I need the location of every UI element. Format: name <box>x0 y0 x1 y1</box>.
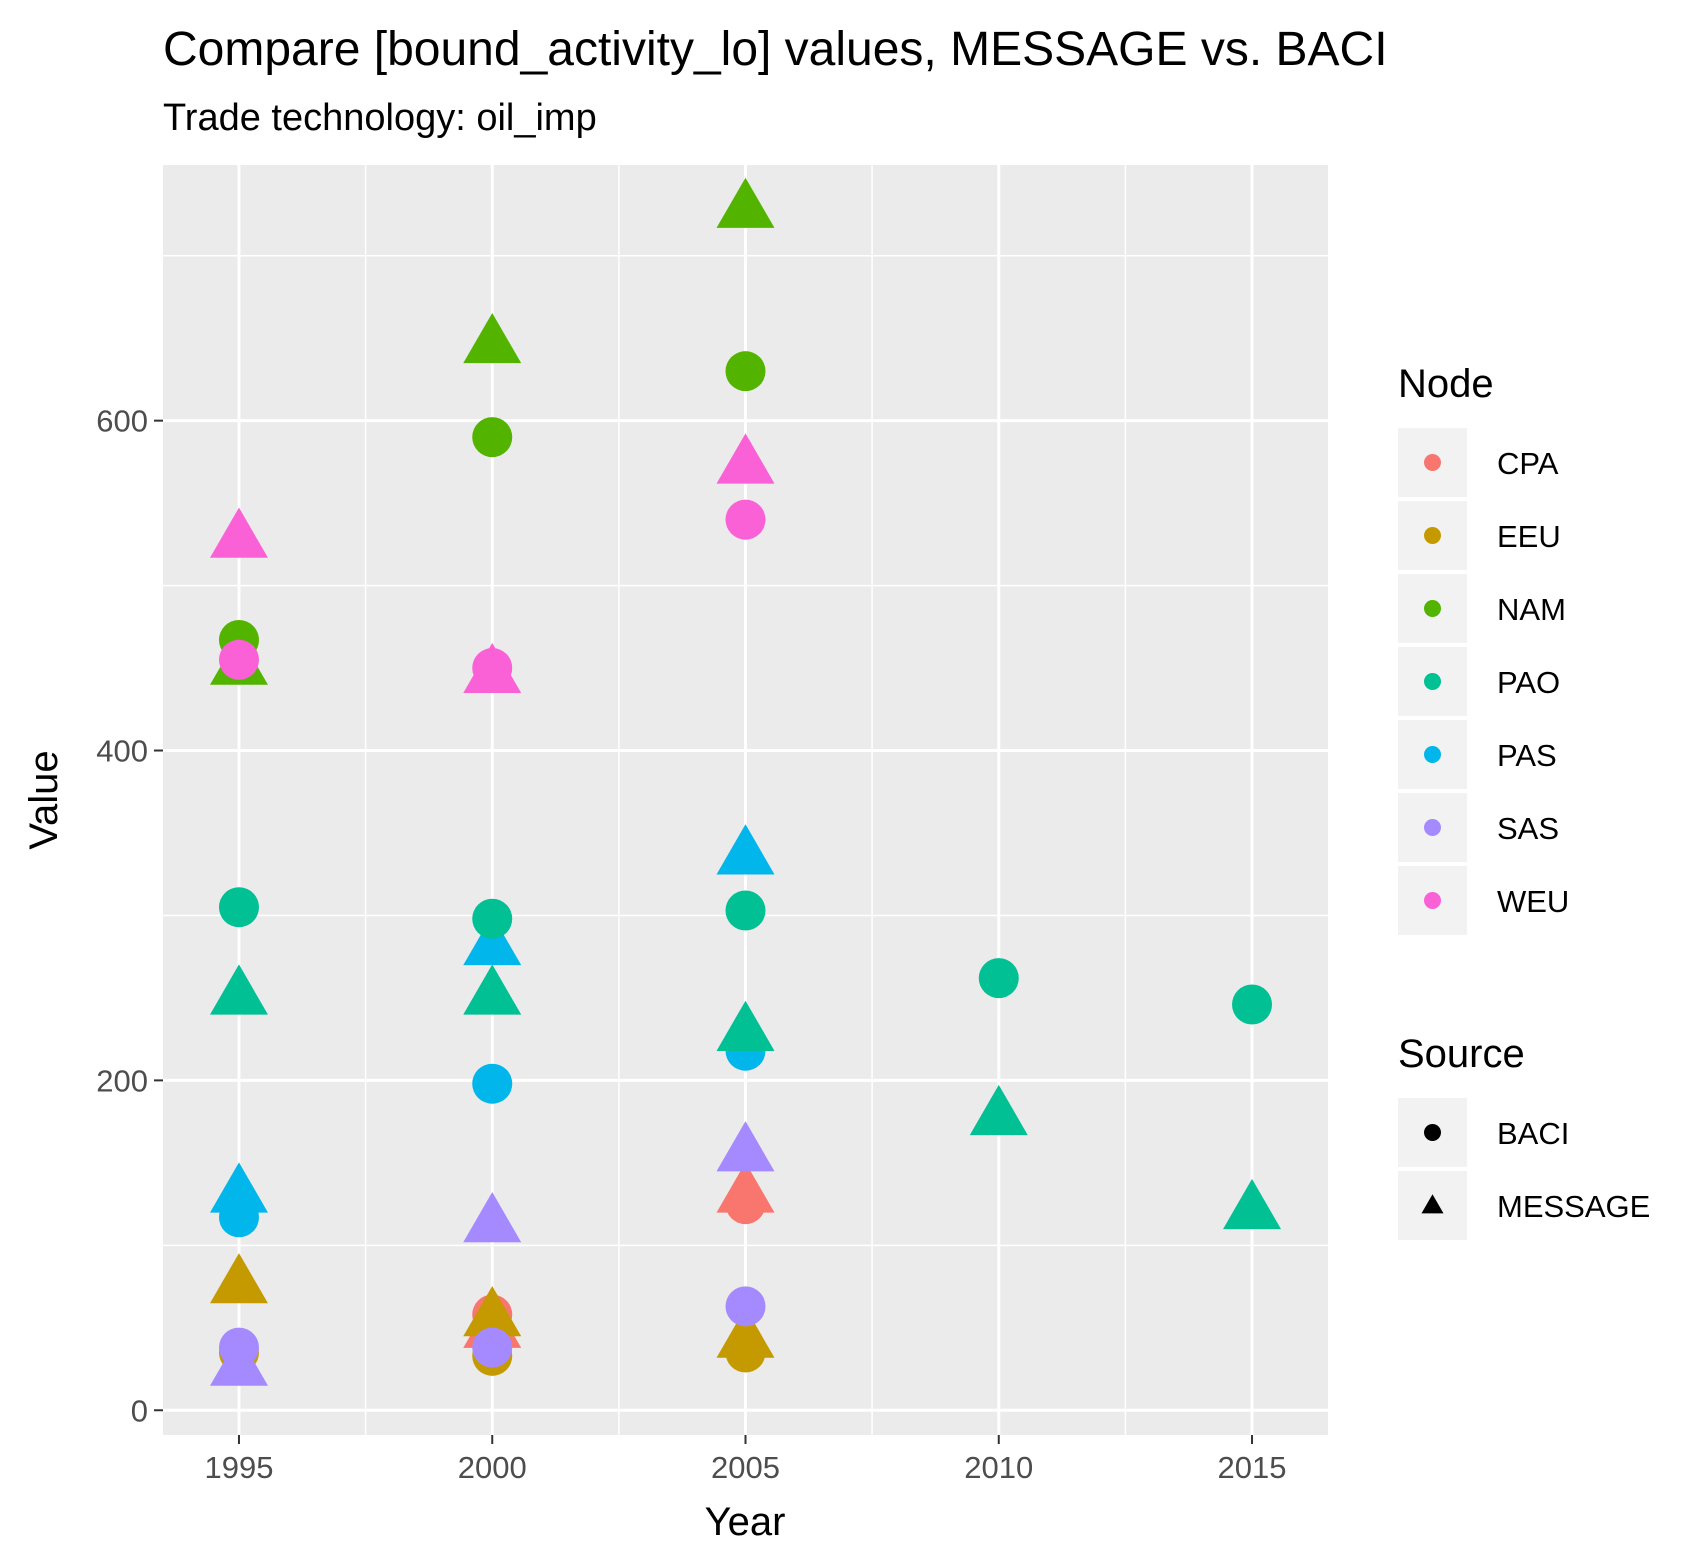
legend-label-weu: WEU <box>1497 884 1569 919</box>
data-point-message-nam <box>716 177 775 228</box>
data-point-message-pas <box>463 914 522 966</box>
axis-ticks <box>154 419 1254 1444</box>
data-point-baci-nam <box>472 417 513 458</box>
chart-subtitle: Trade technology: oil_imp <box>163 97 597 139</box>
legend-label-message: MESSAGE <box>1497 1189 1650 1224</box>
legend-label-pao: PAO <box>1497 665 1560 700</box>
legend-label-baci: BACI <box>1497 1116 1569 1151</box>
y-tick-label: 400 <box>96 734 148 769</box>
data-point-message-weu <box>716 433 775 484</box>
x-tick-label: 2015 <box>1218 1450 1287 1485</box>
legend-key-weu <box>1424 892 1441 909</box>
data-point-message-eeu <box>209 1253 268 1304</box>
y-axis-title: Value <box>22 750 66 849</box>
legend-key-pao <box>1424 673 1441 690</box>
data-point-message-sas <box>463 1192 522 1243</box>
legend-label-pas: PAS <box>1497 738 1557 773</box>
data-point-baci-nam <box>725 351 766 392</box>
data-point-message-pao <box>969 1084 1028 1136</box>
data-point-baci-pao <box>978 958 1019 999</box>
data-point-message-pas <box>209 1162 268 1213</box>
x-tick-labels: 1995 2000 2005 2010 2015 <box>204 1450 1286 1485</box>
data-point-baci-weu <box>725 499 766 540</box>
data-point-message-weu <box>209 507 268 558</box>
data-point-baci-weu <box>218 639 259 680</box>
data-point-message-eeu <box>463 1286 522 1337</box>
legend-source-title: Source <box>1398 1032 1525 1076</box>
x-tick-label: 2010 <box>964 1450 1033 1485</box>
x-tick-label: 2000 <box>458 1450 527 1485</box>
data-point-baci-pas <box>472 1063 513 1104</box>
data-point-message-pas <box>716 824 775 875</box>
data-point-baci-weu <box>472 648 513 689</box>
legend-key-baci <box>1424 1124 1441 1141</box>
x-tick-label: 1995 <box>204 1450 273 1485</box>
data-point-message-pao <box>463 964 522 1015</box>
y-tick-labels: 0 200 400 600 <box>96 404 148 1429</box>
legend-key-message <box>1421 1194 1444 1214</box>
data-point-baci-cpa <box>725 1184 766 1225</box>
legend-label-eeu: EEU <box>1497 519 1561 554</box>
data-point-baci-sas <box>218 1327 259 1368</box>
legend-key-eeu <box>1424 527 1441 544</box>
x-tick-label: 2005 <box>711 1450 780 1485</box>
data-point-message-sas <box>716 1121 775 1172</box>
legend-key-nam <box>1424 600 1441 617</box>
data-point-baci-pas <box>218 1197 259 1238</box>
legend-key-pas <box>1424 746 1441 763</box>
data-point-baci-pao <box>725 890 766 931</box>
data-point-baci-sas <box>472 1327 513 1368</box>
data-point-baci-pao <box>472 898 513 939</box>
data-point-baci-pao <box>218 887 259 928</box>
data-point-baci-pao <box>1232 984 1273 1025</box>
data-point-baci-sas <box>725 1286 766 1327</box>
legend-source-keys: BACI MESSAGE <box>1398 1098 1650 1240</box>
y-tick-label: 0 <box>131 1393 148 1428</box>
legend-label-sas: SAS <box>1497 811 1559 846</box>
x-axis-title: Year <box>705 1500 786 1544</box>
data-point-message-pao <box>209 964 268 1015</box>
data-point-baci-eeu <box>725 1332 766 1373</box>
legend-node-title: Node <box>1398 362 1494 406</box>
data-point-message-pao <box>716 1000 775 1051</box>
y-tick-label: 600 <box>96 404 148 439</box>
data-point-message-pao <box>1223 1178 1282 1230</box>
y-tick-label: 200 <box>96 1063 148 1098</box>
data-point-message-nam <box>463 312 522 364</box>
legend-label-nam: NAM <box>1497 592 1566 627</box>
legend-key-sas <box>1424 819 1441 836</box>
legend: Node CPA EEU NAM PAO PAS SAS WEU Source BACI ME… <box>1398 362 1650 1240</box>
data-points <box>209 177 1282 1386</box>
chart-title: Compare [bound_activity_lo] values, MESS… <box>163 23 1388 76</box>
legend-key-cpa <box>1424 454 1441 471</box>
legend-node-keys: CPA EEU NAM PAO PAS SAS WEU <box>1398 428 1569 935</box>
legend-label-cpa: CPA <box>1497 446 1559 481</box>
